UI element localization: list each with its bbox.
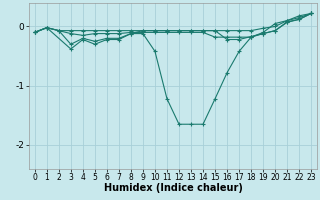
X-axis label: Humidex (Indice chaleur): Humidex (Indice chaleur) <box>104 183 243 193</box>
